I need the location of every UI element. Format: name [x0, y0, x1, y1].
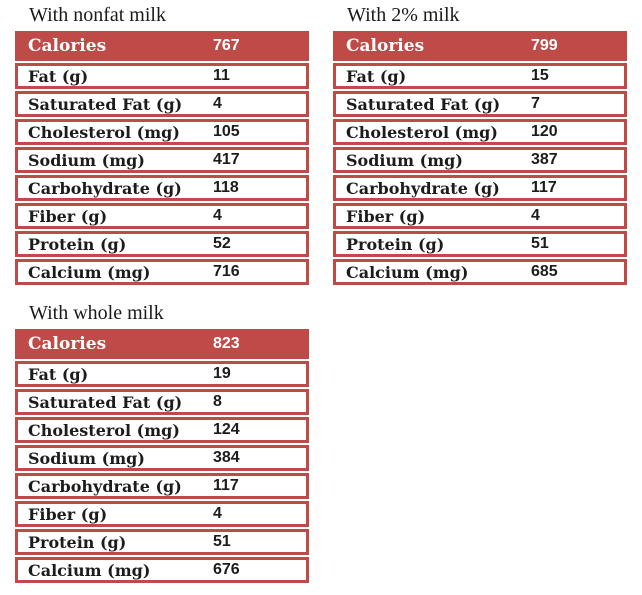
table-header-row: Calories 823 — [15, 329, 309, 359]
nutrient-label: Carbohydrate (g) — [346, 178, 500, 198]
nutrient-label: Sodium (mg) — [28, 150, 145, 170]
nutrition-table-whole: Calories 823 Fat (g) 19 Saturated Fat (g… — [15, 329, 309, 583]
nutrient-label: Protein (g) — [28, 234, 127, 254]
nutrient-label: Calcium (mg) — [346, 262, 469, 282]
nutrient-value: 120 — [531, 123, 558, 140]
header-label: Calories — [28, 36, 107, 56]
table-title: With whole milk — [29, 302, 164, 324]
table-row: Calcium (mg) 676 — [15, 557, 309, 583]
table-row: Fat (g) 11 — [15, 63, 309, 89]
nutrient-value: 4 — [213, 95, 222, 112]
nutrient-label: Sodium (mg) — [346, 150, 463, 170]
nutrient-label: Protein (g) — [28, 532, 127, 552]
two-percent-milk-panel: With 2% milk Calories 799 Fat (g) 15 Sat… — [333, 5, 627, 287]
table-row: Saturated Fat (g) 8 — [15, 389, 309, 415]
nutrient-value: 52 — [213, 235, 231, 252]
nutrient-value: 716 — [213, 263, 240, 280]
header-label: Calories — [346, 36, 425, 56]
nutrient-value: 19 — [213, 365, 231, 382]
table-row: Protein (g) 51 — [15, 529, 309, 555]
table-row: Cholesterol (mg) 124 — [15, 417, 309, 443]
nutrient-label: Fat (g) — [346, 66, 407, 86]
table-row: Fat (g) 15 — [333, 63, 627, 89]
table-row: Saturated Fat (g) 7 — [333, 91, 627, 117]
header-value: 799 — [531, 37, 558, 54]
nutrient-label: Fiber (g) — [28, 504, 108, 524]
nutrient-value: 51 — [531, 235, 549, 252]
nutrition-table-nonfat: Calories 767 Fat (g) 11 Saturated Fat (g… — [15, 31, 309, 285]
table-row: Calcium (mg) 685 — [333, 259, 627, 285]
nutrient-value: 685 — [531, 263, 558, 280]
nutrient-label: Protein (g) — [346, 234, 445, 254]
nutrient-value: 417 — [213, 151, 240, 168]
table-row: Protein (g) 52 — [15, 231, 309, 257]
nutrient-value: 124 — [213, 421, 240, 438]
table-row: Carbohydrate (g) 117 — [333, 175, 627, 201]
nutrient-value: 4 — [531, 207, 540, 224]
table-row: Fiber (g) 4 — [15, 501, 309, 527]
nutrient-label: Saturated Fat (g) — [28, 94, 183, 114]
table-row: Carbohydrate (g) 118 — [15, 175, 309, 201]
header-value: 767 — [213, 37, 240, 54]
nutrient-label: Fiber (g) — [28, 206, 108, 226]
nutrient-label: Cholesterol (mg) — [28, 122, 180, 142]
table-title: With nonfat milk — [29, 4, 166, 26]
nutrient-label: Cholesterol (mg) — [28, 420, 180, 440]
table-row: Calcium (mg) 716 — [15, 259, 309, 285]
table-row: Cholesterol (mg) 105 — [15, 119, 309, 145]
nutrient-label: Cholesterol (mg) — [346, 122, 498, 142]
nutrient-value: 7 — [531, 95, 540, 112]
nutrient-value: 105 — [213, 123, 240, 140]
nutrient-value: 117 — [213, 477, 239, 494]
nutrient-label: Fat (g) — [28, 364, 89, 384]
nutrient-value: 11 — [213, 67, 230, 84]
nutrient-value: 118 — [213, 179, 239, 196]
nutrient-value: 15 — [531, 67, 549, 84]
nutrient-label: Calcium (mg) — [28, 560, 151, 580]
nutrient-value: 4 — [213, 207, 222, 224]
nutrient-label: Carbohydrate (g) — [28, 178, 182, 198]
table-row: Fat (g) 19 — [15, 361, 309, 387]
table-row: Saturated Fat (g) 4 — [15, 91, 309, 117]
table-row: Fiber (g) 4 — [333, 203, 627, 229]
table-header-row: Calories 799 — [333, 31, 627, 61]
nutrient-label: Sodium (mg) — [28, 448, 145, 468]
nutrient-value: 384 — [213, 449, 240, 466]
nutrient-value: 117 — [531, 179, 557, 196]
nutrition-table-2percent: Calories 799 Fat (g) 15 Saturated Fat (g… — [333, 31, 627, 285]
nonfat-milk-panel: With nonfat milk Calories 767 Fat (g) 11… — [15, 5, 309, 287]
table-row: Sodium (mg) 384 — [15, 445, 309, 471]
nutrient-value: 4 — [213, 505, 222, 522]
nutrient-value: 51 — [213, 533, 231, 550]
nutrient-label: Calcium (mg) — [28, 262, 151, 282]
table-row: Carbohydrate (g) 117 — [15, 473, 309, 499]
table-header-row: Calories 767 — [15, 31, 309, 61]
table-row: Sodium (mg) 387 — [333, 147, 627, 173]
table-row: Protein (g) 51 — [333, 231, 627, 257]
nutrient-label: Saturated Fat (g) — [28, 392, 183, 412]
nutrient-value: 676 — [213, 561, 240, 578]
table-row: Cholesterol (mg) 120 — [333, 119, 627, 145]
nutrient-value: 387 — [531, 151, 558, 168]
nutrient-label: Fiber (g) — [346, 206, 426, 226]
nutrient-label: Saturated Fat (g) — [346, 94, 501, 114]
whole-milk-panel: With whole milk Calories 823 Fat (g) 19 … — [15, 303, 309, 585]
table-row: Fiber (g) 4 — [15, 203, 309, 229]
table-title: With 2% milk — [347, 4, 460, 26]
table-row: Sodium (mg) 417 — [15, 147, 309, 173]
nutrient-label: Fat (g) — [28, 66, 89, 86]
nutrient-label: Carbohydrate (g) — [28, 476, 182, 496]
header-value: 823 — [213, 335, 240, 352]
header-label: Calories — [28, 334, 107, 354]
nutrient-value: 8 — [213, 393, 222, 410]
